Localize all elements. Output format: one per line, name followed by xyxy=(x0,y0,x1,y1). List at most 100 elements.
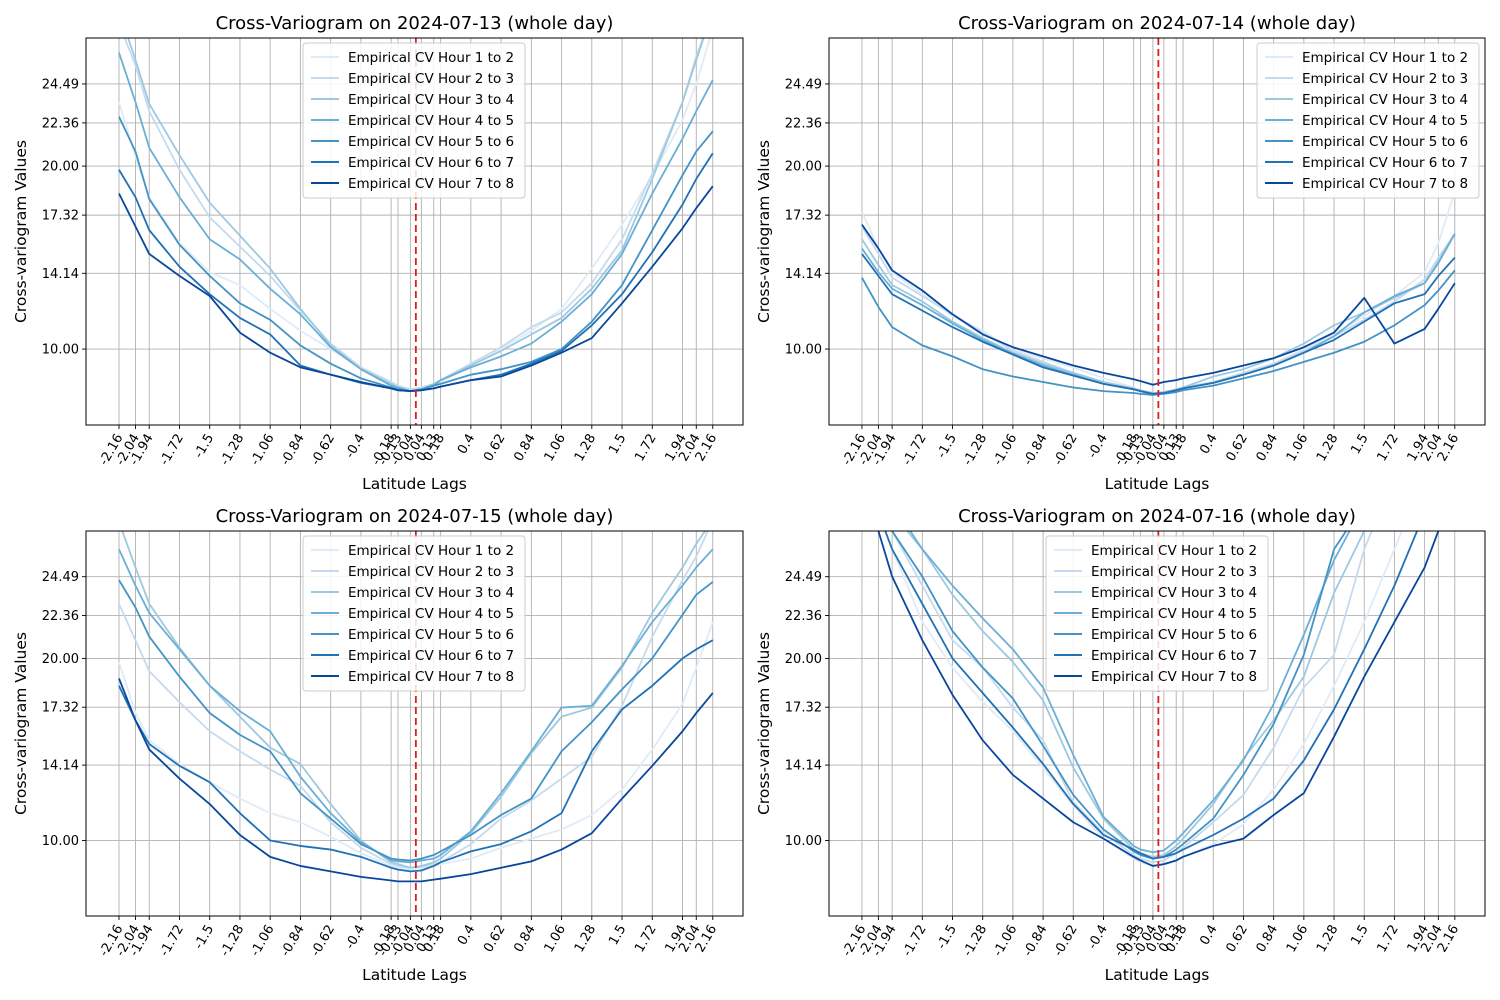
x-tick-label: -1.72 xyxy=(900,923,930,960)
x-tick-label: 0.4 xyxy=(1197,923,1220,948)
x-tick-label: -0.4 xyxy=(343,432,369,461)
legend-entry: Empirical CV Hour 6 to 7 xyxy=(1091,648,1257,664)
y-tick-label: 20.00 xyxy=(785,652,822,667)
series-line-6 xyxy=(118,639,714,873)
y-tick-label: 10.00 xyxy=(42,343,79,358)
x-tick-label: 0.62 xyxy=(481,923,508,956)
legend-entry: Empirical CV Hour 3 to 4 xyxy=(348,585,514,601)
x-tick-label: 0.62 xyxy=(481,432,508,465)
y-tick-label: 17.32 xyxy=(785,701,822,716)
x-tick-label: 0.4 xyxy=(1197,432,1220,457)
legend-entry: Empirical CV Hour 7 to 8 xyxy=(1302,176,1468,192)
x-tick-label: -0.62 xyxy=(308,432,338,469)
legend-entry: Empirical CV Hour 5 to 6 xyxy=(1091,627,1257,643)
legend-entry: Empirical CV Hour 3 to 4 xyxy=(348,92,514,108)
x-tick-label: -1.28 xyxy=(218,923,248,960)
y-tick-label: 14.14 xyxy=(785,267,822,282)
y-axis-label: Cross-variogram Values xyxy=(12,632,30,815)
x-tick-label: 0.4 xyxy=(455,432,478,457)
x-tick-label: 0.84 xyxy=(511,923,538,956)
x-tick-label: -1.5 xyxy=(934,432,960,461)
legend-entry: Empirical CV Hour 1 to 2 xyxy=(1302,50,1468,66)
legend-entry: Empirical CV Hour 2 to 3 xyxy=(348,71,514,87)
y-axis-label: Cross-variogram Values xyxy=(755,140,773,323)
x-tick-label: 0.84 xyxy=(1254,923,1281,956)
axes-frame xyxy=(828,37,1486,426)
x-tick-label: -1.72 xyxy=(157,923,187,960)
x-axis-label: Latitude Lags xyxy=(362,475,467,493)
y-tick-label: 14.14 xyxy=(42,759,79,774)
axes-frame xyxy=(828,530,1486,917)
x-tick-label: 1.06 xyxy=(542,432,569,465)
legend-entry: Empirical CV Hour 7 to 8 xyxy=(348,669,514,685)
y-tick-label: 22.36 xyxy=(42,609,79,624)
legend-box xyxy=(1045,535,1269,692)
x-tick-label: -1.28 xyxy=(960,923,990,960)
x-tick-label: -1.06 xyxy=(248,432,278,469)
y-tick-label: 20.00 xyxy=(785,160,822,175)
x-tick-label: -0.62 xyxy=(1051,923,1081,960)
x-tick-label: -0.62 xyxy=(308,923,338,960)
legend-box xyxy=(302,42,526,199)
y-tick-label: 17.32 xyxy=(42,701,79,716)
legend-entry: Empirical CV Hour 4 to 5 xyxy=(348,606,514,622)
x-tick-label: -1.06 xyxy=(248,923,278,960)
x-tick-label: -1.06 xyxy=(991,923,1021,960)
y-tick-label: 17.32 xyxy=(42,209,79,224)
y-tick-label: 24.49 xyxy=(785,570,822,585)
x-tick-label: -0.4 xyxy=(1085,923,1111,952)
legend: Empirical CV Hour 1 to 2 Empirical CV Hou… xyxy=(1256,42,1480,199)
y-tick-label: 17.32 xyxy=(785,209,822,224)
y-axis-label: Cross-variogram Values xyxy=(12,140,30,323)
x-tick-label: 0.84 xyxy=(1254,432,1281,465)
x-tick-label: -0.84 xyxy=(278,923,308,960)
y-tick-label: 24.49 xyxy=(785,77,822,92)
axes-frame xyxy=(85,530,744,917)
x-tick-label: 1.72 xyxy=(632,432,659,465)
legend-entry: Empirical CV Hour 5 to 6 xyxy=(348,134,514,150)
y-tick-label: 22.36 xyxy=(785,116,822,131)
x-tick-label: 1.72 xyxy=(632,923,659,956)
series-line-1 xyxy=(118,621,714,871)
series-line-5 xyxy=(861,269,1456,396)
chart-panel-4: -2.16-2.04-1.94 -1.72 -1.5 -1.28 -1.06 -0.84-… xyxy=(755,506,1486,984)
legend-entry: Empirical CV Hour 2 to 3 xyxy=(1302,71,1468,87)
legend: Empirical CV Hour 1 to 2 Empirical CV Hou… xyxy=(302,42,526,199)
chart-title: Cross-Variogram on 2024-07-14 (whole day… xyxy=(958,13,1356,34)
series-line-2 xyxy=(123,38,704,391)
legend-box xyxy=(302,535,526,692)
y-tick-label: 24.49 xyxy=(42,77,79,92)
legend-entry: Empirical CV Hour 3 to 4 xyxy=(1302,92,1468,108)
legend-box xyxy=(1256,42,1480,199)
series-line-6 xyxy=(884,531,1419,860)
x-tick-label: -1.72 xyxy=(900,432,930,469)
legend-entry: Empirical CV Hour 7 to 8 xyxy=(1091,669,1257,685)
y-tick-label: 20.00 xyxy=(42,652,79,667)
x-tick-label: 1.28 xyxy=(1314,923,1341,956)
y-tick-label: 24.49 xyxy=(42,570,79,585)
chart-title: Cross-Variogram on 2024-07-15 (whole day… xyxy=(216,506,614,527)
legend-entry: Empirical CV Hour 6 to 7 xyxy=(1302,155,1468,171)
x-tick-label: -1.5 xyxy=(191,923,217,952)
series-line-7 xyxy=(118,678,714,883)
legend-entry: Empirical CV Hour 6 to 7 xyxy=(348,648,514,664)
x-tick-label: -1.72 xyxy=(157,432,187,469)
x-tick-label: -0.84 xyxy=(278,432,308,469)
x-tick-label: 1.5 xyxy=(606,432,629,457)
x-tick-label: -0.62 xyxy=(1051,432,1081,469)
x-tick-label: -1.5 xyxy=(191,432,217,461)
y-tick-label: 20.00 xyxy=(42,160,79,175)
x-tick-label: 1.5 xyxy=(1348,432,1371,457)
series-line-5 xyxy=(118,579,714,862)
legend-entry: Empirical CV Hour 3 to 4 xyxy=(1091,585,1257,601)
x-tick-label: -0.84 xyxy=(1021,923,1051,960)
x-tick-label: 0.84 xyxy=(511,432,538,465)
chart-panel-2: -2.16-2.04-1.94 -1.72 -1.5 -1.28 -1.06 -0.84-… xyxy=(755,13,1486,493)
x-tick-label: 0.62 xyxy=(1223,923,1250,956)
legend-entry: Empirical CV Hour 5 to 6 xyxy=(1302,134,1468,150)
x-tick-label: 1.72 xyxy=(1374,923,1401,956)
x-tick-label: 1.06 xyxy=(1284,923,1311,956)
chart-title: Cross-Variogram on 2024-07-13 (whole day… xyxy=(216,13,614,34)
chart-panel-1: -2.16-2.04-1.94 -1.72 -1.5 -1.28 -1.06 -0.84-… xyxy=(12,13,744,493)
